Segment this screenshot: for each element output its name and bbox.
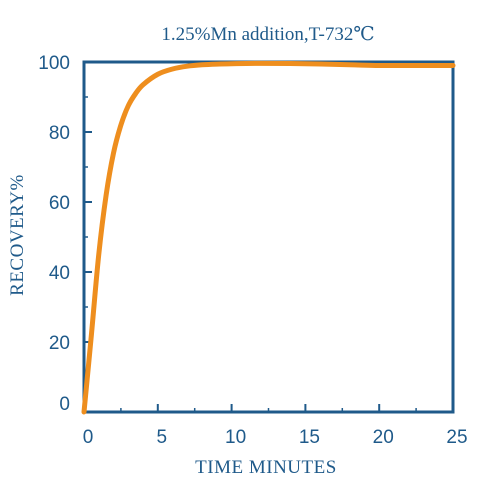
plot-area: 0 5 10 15 20 25 0 20 40 60 80 100	[38, 53, 467, 448]
x-tick-label: 10	[225, 427, 246, 448]
y-tick-label: 0	[59, 394, 70, 415]
y-tick-label: 100	[38, 53, 70, 74]
y-tick-label: 60	[49, 193, 70, 214]
x-tick-label: 20	[373, 427, 394, 448]
plot-frame	[82, 60, 455, 414]
recovery-series-line	[81, 60, 456, 415]
x-tick-label: 5	[157, 427, 168, 448]
x-tick-label: 0	[83, 427, 94, 448]
y-tick-label: 20	[49, 333, 70, 354]
y-axis-label: RECOVERY%	[7, 174, 28, 296]
x-axis-label: TIME MINUTES	[195, 457, 337, 478]
x-tick-label: 15	[299, 427, 320, 448]
y-tick-label: 80	[49, 123, 70, 144]
chart-title: 1.25%Mn addition,T-732℃	[161, 24, 374, 45]
x-tick-label: 25	[446, 427, 467, 448]
y-tick-label: 40	[49, 263, 70, 284]
